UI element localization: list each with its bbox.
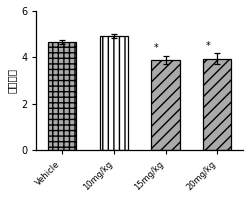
Y-axis label: 发作级别: 发作级别 <box>7 68 17 93</box>
Bar <box>100 36 128 150</box>
Text: *: * <box>154 43 159 53</box>
Bar <box>48 42 76 150</box>
Bar <box>203 59 232 150</box>
Bar <box>151 60 180 150</box>
Text: *: * <box>206 41 210 51</box>
